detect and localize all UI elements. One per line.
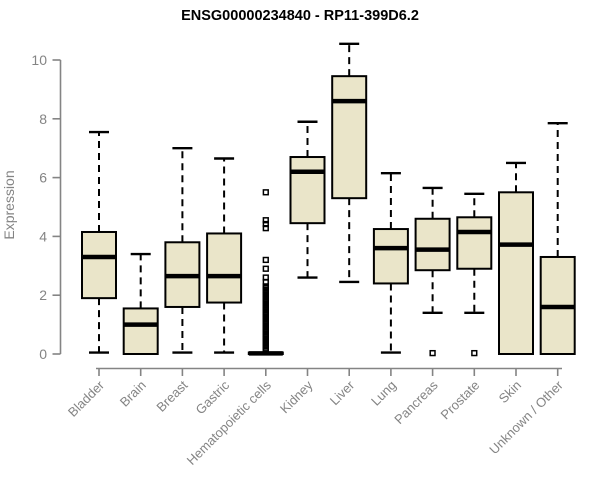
iqr-box <box>206 232 243 304</box>
y-tick-label: 2 <box>39 287 47 303</box>
box-pancreas <box>414 186 451 357</box>
x-category-label-lung: Lung <box>368 378 399 409</box>
outlier-point <box>262 189 269 196</box>
box-skin <box>498 161 534 355</box>
box-gastric <box>206 157 243 354</box>
y-tick-label: 4 <box>39 228 47 244</box>
box-lung <box>372 171 409 354</box>
outlier-point <box>262 225 269 232</box>
x-category-label-gastric: Gastric <box>193 377 233 417</box>
box-hematopoietic-cells <box>247 189 284 356</box>
outlier-point <box>262 256 269 264</box>
x-category-label-liver: Liver <box>327 377 358 408</box>
iqr-box <box>498 191 534 355</box>
y-tick-label: 6 <box>39 170 47 186</box>
outlier-point <box>262 265 269 272</box>
y-tick-label: 0 <box>39 346 47 362</box>
y-axis: 0 2 4 6 8 10 Expression <box>1 52 62 362</box>
outlier-point <box>262 217 269 224</box>
box-prostate <box>456 192 493 357</box>
outlier-point <box>262 347 269 354</box>
iqr-box <box>414 217 451 272</box>
iqr-box <box>122 307 159 355</box>
x-category-label-prostate: Prostate <box>438 378 483 423</box>
y-tick-label: 10 <box>31 52 47 68</box>
iqr-box <box>331 75 368 200</box>
iqr-box <box>289 156 326 225</box>
iqr-box <box>372 228 409 285</box>
x-category-label-skin: Skin <box>496 378 524 406</box>
y-tick-label: 8 <box>39 111 47 127</box>
outlier-point <box>471 349 478 357</box>
box-breast <box>164 146 201 354</box>
box-kidney <box>289 120 326 279</box>
chart-title: ENSG00000234840 - RP11-399D6.2 <box>181 8 419 24</box>
x-category-label-kidney: Kidney <box>277 377 316 416</box>
box-liver <box>331 42 368 284</box>
x-category-label-pancreas: Pancreas <box>391 377 441 427</box>
iqr-box <box>456 216 493 270</box>
iqr-box <box>81 230 117 300</box>
x-category-label-unknown-other: Unknown / Other <box>486 377 566 457</box>
x-category-label-brain: Brain <box>117 378 149 410</box>
y-axis-label: Expression <box>1 170 17 239</box>
x-category-label-breast: Breast <box>153 377 190 414</box>
x-category-label-bladder: Bladder <box>65 377 108 420</box>
outlier-point <box>429 349 436 357</box>
box-unknown-other <box>539 122 576 356</box>
box-brain <box>122 252 159 355</box>
box-bladder <box>81 130 117 354</box>
